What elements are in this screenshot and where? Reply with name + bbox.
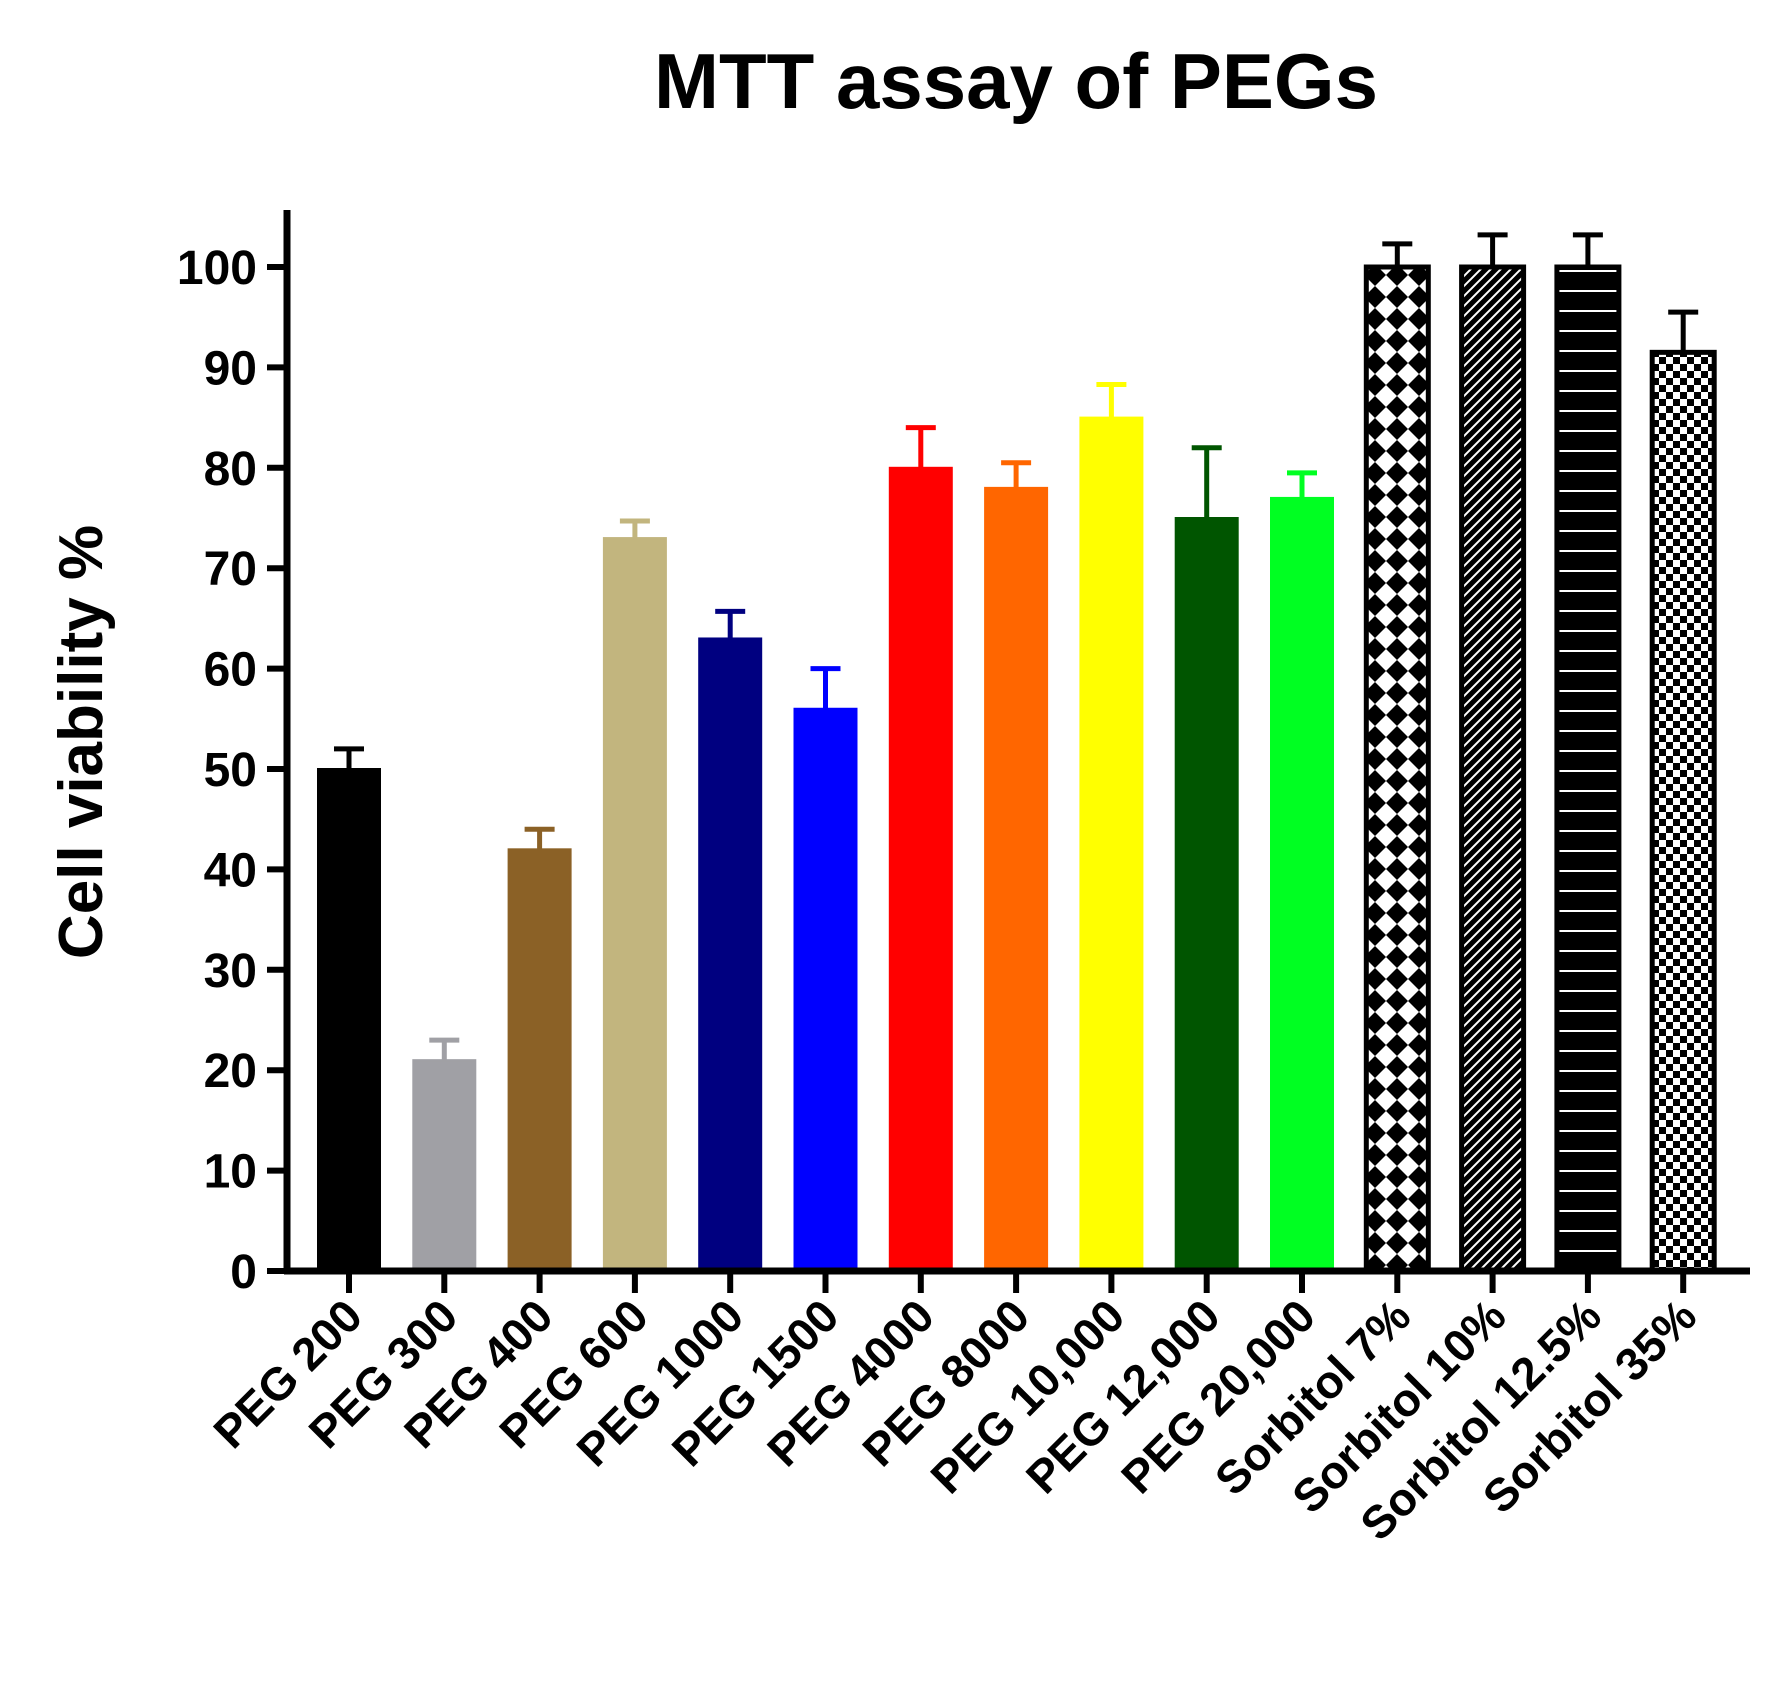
error-bar-peg-300 (429, 1037, 460, 1061)
y-tick-label-60: 60 (204, 644, 257, 697)
error-bar-peg-10-000 (1096, 381, 1127, 418)
y-axis-label: Cell viability % (47, 525, 116, 959)
error-bar-sorbitol-7 (1382, 241, 1413, 267)
y-ticks-group: 0 10 20 30 40 50 60 70 80 90 100 (177, 242, 287, 1299)
error-bar-sorbitol-12-5 (1572, 232, 1603, 267)
bar-sorbitol-10 (1459, 264, 1527, 1274)
bar-peg-1000 (698, 637, 763, 1272)
error-bar-peg-8000 (1001, 460, 1032, 488)
error-bar-peg-200 (334, 746, 364, 769)
error-bar-peg-20-000 (1287, 470, 1317, 498)
bar-peg-200 (317, 768, 381, 1272)
bar-peg-12-000 (1174, 517, 1239, 1272)
error-bar-peg-400 (524, 826, 555, 850)
bar-peg-20-000 (1270, 496, 1334, 1273)
bar-peg-4000 (888, 466, 953, 1272)
bar-peg-400 (507, 848, 572, 1272)
bar-sorbitol-7 (1363, 264, 1431, 1274)
chart-title: MTT assay of PEGs (654, 37, 1378, 125)
bars-group (317, 264, 1717, 1274)
bar-peg-8000 (984, 486, 1049, 1272)
bar-peg-300 (412, 1059, 477, 1273)
bar-peg-600 (602, 537, 667, 1272)
bar-peg-1500 (793, 707, 858, 1272)
y-tick-label-30: 30 (204, 945, 257, 998)
y-tick-label-90: 90 (204, 342, 257, 395)
y-tick-label-0: 0 (230, 1246, 257, 1299)
error-bar-peg-1000 (715, 608, 746, 639)
y-tick-label-100: 100 (177, 242, 257, 295)
bar-sorbitol-12-5 (1554, 264, 1622, 1274)
error-bars-group (334, 232, 1699, 1061)
y-tick-label-40: 40 (204, 844, 257, 897)
y-tick-label-20: 20 (204, 1045, 257, 1098)
error-bar-peg-12-000 (1191, 445, 1222, 518)
y-tick-label-70: 70 (204, 543, 257, 596)
y-tick-label-50: 50 (204, 744, 257, 797)
error-bar-peg-4000 (905, 425, 936, 468)
y-tick-label-80: 80 (204, 443, 257, 496)
bar-peg-10-000 (1079, 416, 1144, 1273)
error-bar-peg-600 (619, 518, 650, 539)
bar-sorbitol-35 (1649, 349, 1717, 1274)
error-bar-peg-1500 (810, 666, 841, 709)
y-tick-label-10: 10 (204, 1146, 257, 1199)
error-bar-sorbitol-35 (1668, 309, 1699, 353)
error-bar-sorbitol-10 (1477, 232, 1508, 267)
